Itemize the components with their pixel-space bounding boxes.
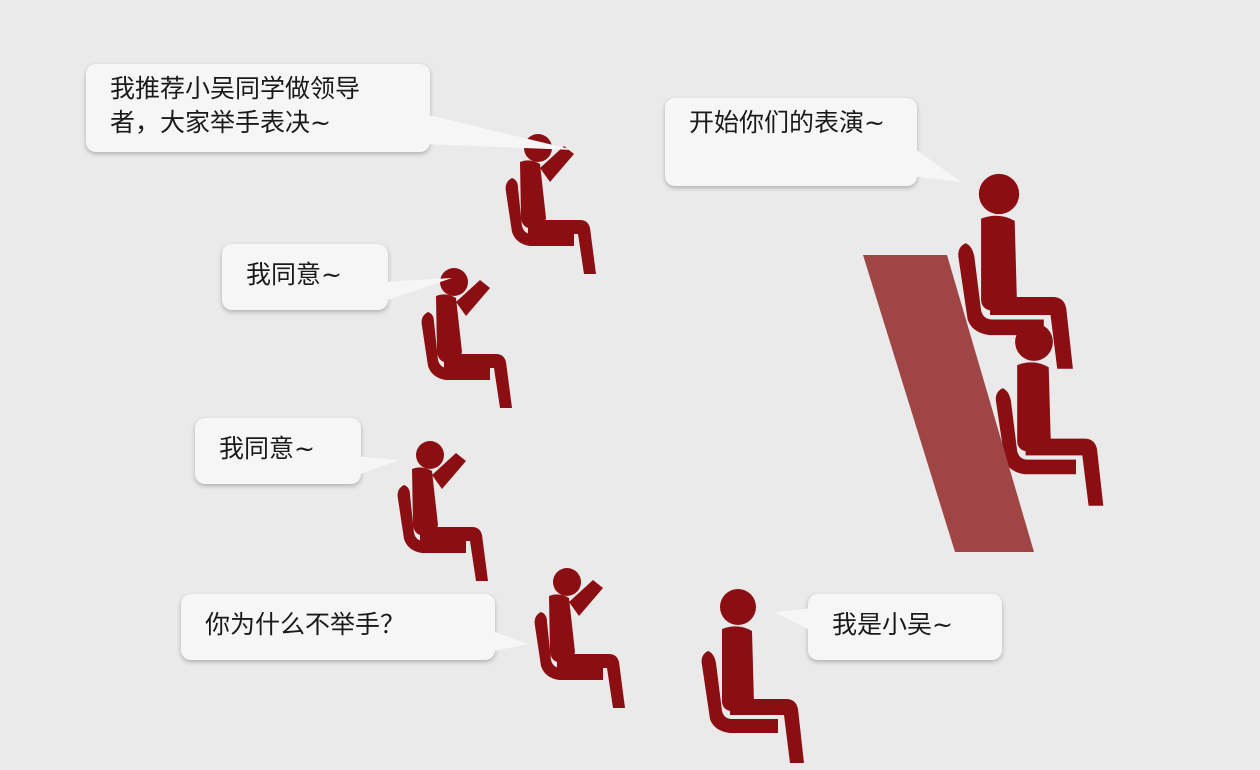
bubble-tail xyxy=(774,608,814,632)
bubble-agree-1: 我同意~ xyxy=(222,244,452,310)
podium-icon xyxy=(863,255,1034,552)
bubble-text: 我同意~ xyxy=(219,434,315,463)
bubble-text: 我推荐小吴同学做领导者，大家举手表决~ xyxy=(110,74,361,137)
bubble-tail xyxy=(355,456,399,476)
bubble-tail xyxy=(489,630,529,652)
bubble-text: 我是小吴~ xyxy=(832,610,953,639)
bubble-tail xyxy=(424,114,574,150)
bubble-why-no-hand: 你为什么不举手？ xyxy=(181,594,529,660)
bubble-i-am-wu: 我是小吴~ xyxy=(774,594,1002,660)
bubble-text: 开始你们的表演~ xyxy=(689,108,885,137)
bubble-start-performance: 开始你们的表演~ xyxy=(665,98,961,186)
bubble-text: 你为什么不举手？ xyxy=(205,610,406,639)
bubble-agree-2: 我同意~ xyxy=(195,418,399,484)
bubble-tail xyxy=(382,278,452,302)
bubble-tail xyxy=(911,146,961,182)
bubble-recommend: 我推荐小吴同学做领导者，大家举手表决~ xyxy=(86,64,574,152)
bubble-text: 我同意~ xyxy=(246,260,342,289)
